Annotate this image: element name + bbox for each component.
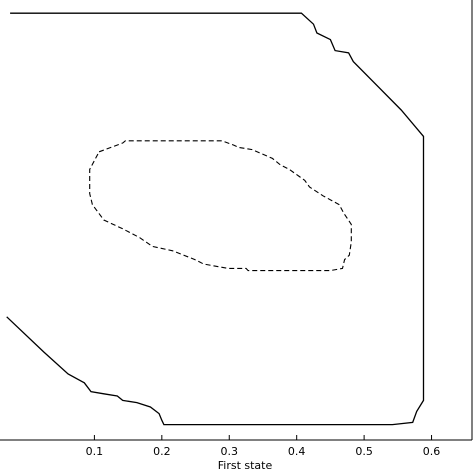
x-axis-label: First state — [218, 459, 273, 472]
x-tick-label: 0.6 — [423, 445, 441, 458]
x-tick-label: 0.5 — [355, 445, 373, 458]
series-group — [6, 12, 425, 426]
x-axis-ticks: 0.1 0.2 0.3 0.4 0.5 0.6 — [86, 435, 441, 458]
x-tick-label: 0.3 — [221, 445, 239, 458]
x-tick-label: 0.2 — [153, 445, 171, 458]
plot-frame — [0, 0, 473, 441]
solid-contour-line — [6, 12, 425, 426]
x-tick-label: 0.4 — [288, 445, 306, 458]
x-tick-label: 0.1 — [86, 445, 104, 458]
dashed-contour-line — [89, 140, 352, 272]
